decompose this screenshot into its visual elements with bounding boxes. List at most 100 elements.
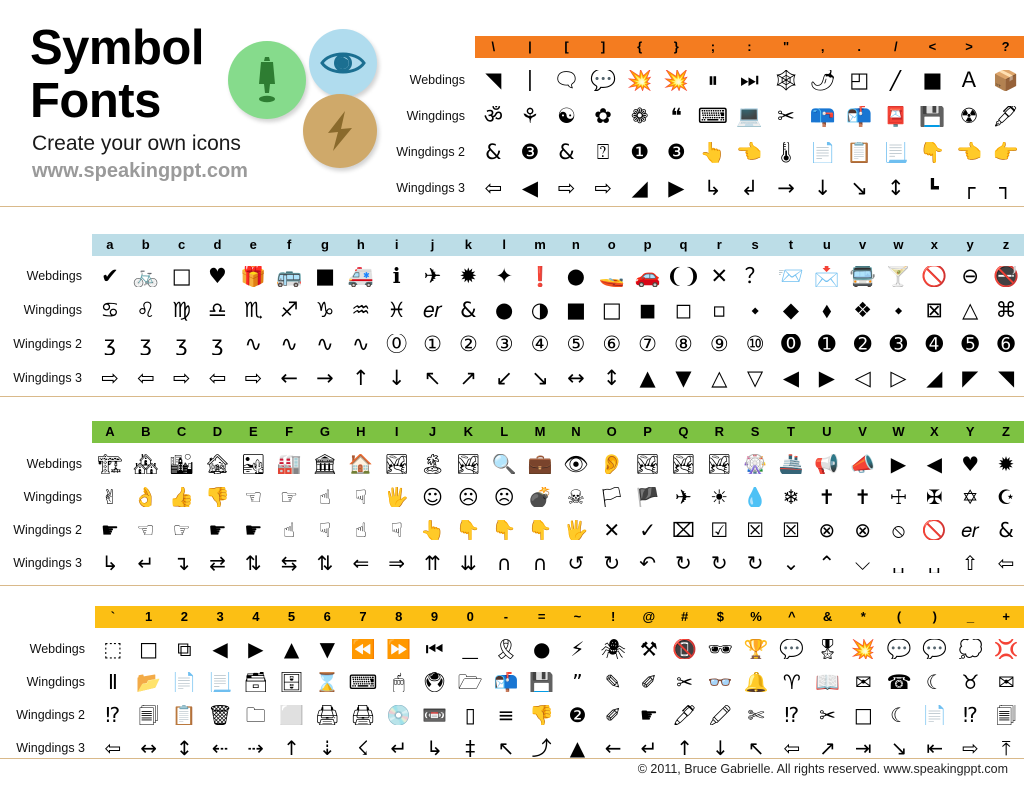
glyph-uppercase-1-20[interactable]: ✝ [818, 486, 836, 507]
glyph-lowercase-0-10[interactable]: ✹ [459, 265, 478, 287]
glyph-punctuation-3-9[interactable]: ↓ [813, 177, 832, 199]
glyph-uppercase-1-22[interactable]: ☩ [889, 486, 908, 507]
glyph-numbers-0-3[interactable]: ◀ [212, 638, 228, 659]
glyph-punctuation-0-10[interactable]: ◰ [849, 69, 870, 91]
glyph-uppercase-2-24[interactable]: 𝑒𝑟 [961, 519, 980, 540]
glyph-lowercase-3-24[interactable]: ◤ [962, 367, 979, 389]
glyph-numbers-2-8[interactable]: 💿 [386, 704, 412, 725]
glyph-lowercase-0-24[interactable]: ⊖ [961, 265, 979, 287]
glyph-numbers-1-15[interactable]: ✐ [640, 671, 658, 692]
glyph-uppercase-0-1[interactable]: 🏘 [133, 453, 159, 474]
glyph-numbers-3-10[interactable]: ‡ [465, 737, 476, 758]
glyph-numbers-2-4[interactable]: 🗀 [245, 704, 266, 725]
glyph-lowercase-0-18[interactable]: ？ [744, 265, 766, 287]
glyph-lowercase-1-23[interactable]: ⊠ [925, 299, 944, 321]
glyph-numbers-0-0[interactable]: ⬚ [103, 638, 123, 659]
glyph-lowercase-1-11[interactable]: ● [495, 299, 514, 321]
glyph-uppercase-3-3[interactable]: ⇄ [209, 552, 226, 573]
glyph-lowercase-0-9[interactable]: ✈ [423, 265, 442, 287]
glyph-lowercase-3-12[interactable]: ↘ [531, 367, 549, 389]
glyph-numbers-3-22[interactable]: ↘ [890, 737, 908, 758]
glyph-uppercase-3-2[interactable]: ↴ [173, 552, 190, 573]
glyph-lowercase-3-15[interactable]: ▲ [639, 367, 656, 389]
glyph-uppercase-3-16[interactable]: ↻ [675, 552, 692, 573]
glyph-uppercase-3-1[interactable]: ↵ [137, 552, 155, 573]
glyph-uppercase-2-6[interactable]: ☟ [318, 519, 332, 540]
glyph-punctuation-0-13[interactable]: Ａ [958, 69, 980, 91]
glyph-punctuation-3-5[interactable]: ▶ [668, 177, 685, 199]
glyph-numbers-0-23[interactable]: 💬 [922, 638, 948, 659]
glyph-uppercase-1-15[interactable]: 🏴 [635, 486, 661, 507]
glyph-numbers-1-20[interactable]: 📖 [815, 671, 840, 692]
glyph-uppercase-2-22[interactable]: ⦸ [891, 519, 905, 540]
glyph-lowercase-2-13[interactable]: ⑤ [566, 333, 586, 355]
glyph-lowercase-1-1[interactable]: ♌ [136, 299, 156, 321]
glyph-lowercase-1-24[interactable]: △ [962, 299, 979, 321]
glyph-lowercase-2-6[interactable]: ∿ [316, 333, 334, 355]
glyph-lowercase-0-23[interactable]: 🚫 [921, 265, 948, 287]
glyph-lowercase-2-18[interactable]: ⑩ [745, 333, 765, 355]
glyph-punctuation-0-11[interactable]: ╱ [889, 69, 903, 91]
glyph-numbers-1-11[interactable]: 📬 [493, 671, 519, 692]
glyph-uppercase-2-12[interactable]: 👇 [527, 519, 553, 540]
glyph-numbers-2-2[interactable]: 📋 [171, 704, 197, 725]
glyph-lowercase-0-0[interactable]: ✔ [101, 265, 119, 287]
glyph-punctuation-1-14[interactable]: 🖋 [992, 105, 1019, 127]
glyph-uppercase-2-17[interactable]: ☑ [710, 519, 729, 540]
glyph-uppercase-1-7[interactable]: ☟ [354, 486, 367, 507]
glyph-uppercase-3-10[interactable]: ⇊ [459, 552, 477, 573]
glyph-numbers-0-24[interactable]: 💭 [958, 638, 983, 659]
glyph-uppercase-0-16[interactable]: 🏞 [670, 453, 697, 474]
glyph-lowercase-1-16[interactable]: ◻ [674, 299, 693, 321]
glyph-uppercase-0-3[interactable]: 🏚 [204, 453, 231, 474]
glyph-lowercase-3-18[interactable]: ▽ [747, 367, 764, 389]
glyph-lowercase-0-14[interactable]: 🚤 [598, 265, 625, 287]
glyph-numbers-2-25[interactable]: 🗐 [996, 704, 1017, 725]
glyph-lowercase-2-8[interactable]: ⓪ [386, 333, 408, 355]
glyph-numbers-3-13[interactable]: ▲ [569, 737, 586, 758]
glyph-numbers-3-6[interactable]: ⇣ [318, 737, 336, 758]
glyph-uppercase-1-5[interactable]: ☞ [280, 486, 299, 507]
glyph-punctuation-2-10[interactable]: 📋 [846, 141, 873, 163]
glyph-punctuation-1-10[interactable]: 📬 [846, 105, 873, 127]
glyph-uppercase-0-23[interactable]: ◀ [926, 453, 943, 474]
glyph-numbers-1-1[interactable]: 📂 [136, 671, 162, 692]
glyph-uppercase-0-6[interactable]: 🏛 [312, 453, 338, 474]
glyph-numbers-0-9[interactable]: ⏮ [425, 638, 444, 659]
glyph-lowercase-2-0[interactable]: ʒ [103, 333, 116, 355]
glyph-punctuation-1-12[interactable]: 💾 [919, 105, 946, 127]
glyph-uppercase-3-20[interactable]: ⌃ [818, 552, 836, 573]
glyph-numbers-3-8[interactable]: ↵ [390, 737, 408, 758]
glyph-numbers-2-23[interactable]: 📄 [922, 704, 948, 725]
glyph-uppercase-3-22[interactable]: ␣ [892, 552, 905, 573]
glyph-uppercase-1-14[interactable]: 🏳 [599, 486, 625, 507]
glyph-lowercase-1-10[interactable]: & [460, 299, 477, 321]
glyph-numbers-0-13[interactable]: ⚡ [570, 638, 585, 659]
glyph-uppercase-1-25[interactable]: ☪ [997, 486, 1015, 507]
glyph-punctuation-0-2[interactable]: 🗨 [553, 69, 580, 91]
glyph-lowercase-3-20[interactable]: ▶ [818, 367, 835, 389]
glyph-uppercase-2-20[interactable]: ⊗ [818, 519, 836, 540]
glyph-numbers-1-21[interactable]: ✉ [854, 671, 872, 692]
glyph-punctuation-1-6[interactable]: ⌨ [697, 105, 729, 127]
glyph-numbers-3-9[interactable]: ↳ [426, 737, 443, 758]
glyph-lowercase-3-17[interactable]: △ [711, 367, 728, 389]
glyph-uppercase-2-15[interactable]: ✓ [639, 519, 656, 540]
glyph-uppercase-0-14[interactable]: 👂 [599, 453, 625, 474]
glyph-punctuation-3-14[interactable]: ┐ [999, 177, 1012, 199]
glyph-uppercase-2-16[interactable]: ⌧ [671, 519, 695, 540]
glyph-numbers-0-25[interactable]: 💢 [993, 638, 1019, 659]
glyph-lowercase-1-15[interactable]: ◼ [638, 299, 657, 321]
glyph-numbers-2-11[interactable]: ≡ [497, 704, 515, 725]
glyph-punctuation-2-2[interactable]: & [558, 141, 575, 163]
glyph-punctuation-0-8[interactable]: 🕸 [772, 69, 800, 91]
glyph-lowercase-3-5[interactable]: ← [280, 367, 298, 389]
glyph-numbers-1-14[interactable]: ✎ [604, 671, 622, 692]
glyph-lowercase-2-3[interactable]: ʒ [211, 333, 224, 355]
glyph-numbers-3-21[interactable]: ⇥ [854, 737, 872, 758]
glyph-lowercase-2-11[interactable]: ③ [494, 333, 514, 355]
glyph-punctuation-3-2[interactable]: ⇨ [557, 177, 576, 199]
glyph-punctuation-2-8[interactable]: 🌡 [772, 141, 800, 163]
glyph-punctuation-3-12[interactable]: ┗ [926, 177, 939, 199]
glyph-lowercase-2-9[interactable]: ① [423, 333, 442, 355]
